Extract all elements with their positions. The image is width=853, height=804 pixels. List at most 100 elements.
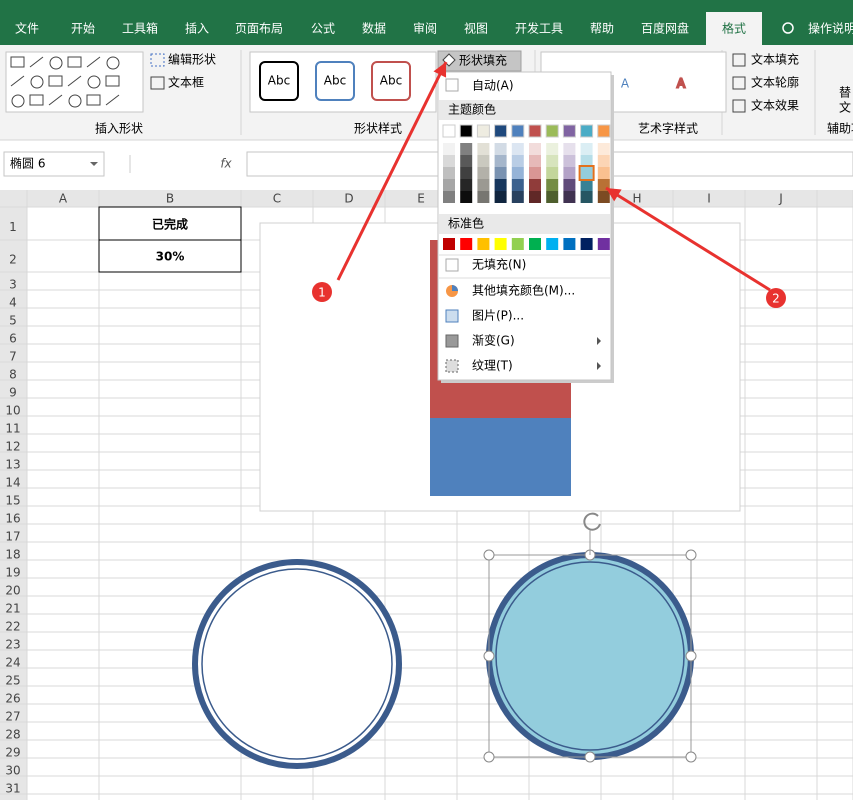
- color-swatch: [477, 238, 490, 250]
- picture-icon: [445, 309, 459, 323]
- color-swatch: [476, 124, 490, 138]
- row-header[interactable]: 7: [9, 350, 17, 364]
- row-header[interactable]: 6: [9, 332, 17, 346]
- style-sample-text[interactable]: Abc: [380, 74, 402, 88]
- wordart-button[interactable]: 文本轮廓: [751, 75, 799, 90]
- color-swatch: [443, 179, 455, 191]
- text-box-button[interactable]: 文本框: [168, 75, 204, 90]
- column-header[interactable]: B: [166, 192, 174, 206]
- row-header[interactable]: 19: [5, 566, 20, 580]
- tell-me[interactable]: 操作说明: [808, 21, 853, 36]
- row-header[interactable]: 30: [5, 764, 20, 778]
- color-swatch: [546, 143, 559, 155]
- row-header[interactable]: 15: [5, 494, 20, 508]
- ribbon-tab[interactable]: 百度网盘: [641, 21, 689, 36]
- row-header[interactable]: 9: [9, 386, 17, 400]
- ribbon-tab[interactable]: 文件: [15, 21, 39, 36]
- edit-shape-button[interactable]: 编辑形状: [168, 52, 216, 67]
- row-header[interactable]: 8: [9, 368, 17, 382]
- resize-handle[interactable]: [685, 751, 697, 763]
- color-swatch: [442, 124, 456, 138]
- resize-handle[interactable]: [483, 650, 495, 662]
- row-header[interactable]: 27: [5, 710, 20, 724]
- row-header[interactable]: 31: [5, 782, 20, 796]
- color-swatch: [459, 124, 473, 138]
- resize-handle[interactable]: [685, 650, 697, 662]
- menu-item[interactable]: 其他填充颜色(M)...: [472, 283, 575, 298]
- row-header[interactable]: 10: [5, 404, 20, 418]
- resize-handle[interactable]: [483, 751, 495, 763]
- menu-item[interactable]: 图片(P)...: [472, 309, 524, 323]
- column-header[interactable]: H: [632, 192, 641, 206]
- row-header[interactable]: 26: [5, 692, 20, 706]
- row-header[interactable]: 25: [5, 674, 20, 688]
- row-header[interactable]: 23: [5, 638, 20, 652]
- wordart-button[interactable]: 文本填充: [751, 52, 799, 67]
- group-label: 艺术字样式: [638, 121, 698, 136]
- style-sample-text[interactable]: Abc: [324, 74, 346, 88]
- ribbon-tab[interactable]: 页面布局: [235, 22, 283, 36]
- color-swatch: [597, 155, 610, 167]
- row-header[interactable]: 16: [5, 512, 20, 526]
- row-header[interactable]: 21: [5, 602, 20, 616]
- ribbon-tab[interactable]: 工具箱: [122, 21, 158, 36]
- row-header[interactable]: 11: [5, 422, 20, 436]
- column-header[interactable]: A: [59, 192, 68, 206]
- row-header[interactable]: 12: [5, 440, 20, 454]
- ribbon-tab[interactable]: 视图: [464, 21, 488, 36]
- alt-text-button[interactable]: 文: [839, 100, 851, 115]
- menu-item[interactable]: 渐变(G): [472, 333, 515, 348]
- resize-handle[interactable]: [685, 549, 697, 561]
- color-swatch: [494, 124, 508, 138]
- shape-icon: [105, 75, 120, 87]
- row-header[interactable]: 4: [9, 296, 17, 310]
- row-header[interactable]: 22: [5, 620, 20, 634]
- ribbon-tab[interactable]: 数据: [362, 21, 386, 36]
- row-header[interactable]: 20: [5, 584, 20, 598]
- ribbon-tab[interactable]: 公式: [311, 22, 335, 36]
- row-header[interactable]: 24: [5, 656, 20, 670]
- column-header-bar: [0, 190, 853, 207]
- ribbon-tab[interactable]: 审阅: [413, 21, 437, 36]
- menu-item[interactable]: 纹理(T): [472, 359, 513, 373]
- row-header[interactable]: 5: [9, 314, 17, 328]
- color-swatch: [563, 179, 576, 191]
- resize-handle[interactable]: [584, 751, 596, 763]
- color-swatch: [597, 124, 611, 138]
- column-header[interactable]: E: [417, 192, 425, 206]
- row-header[interactable]: 13: [5, 458, 20, 472]
- row-header[interactable]: 28: [5, 728, 20, 742]
- shape-fill-button[interactable]: 形状填充: [459, 53, 507, 68]
- column-header[interactable]: D: [344, 192, 353, 206]
- row-header[interactable]: 14: [5, 476, 20, 490]
- wordart-sample[interactable]: A: [676, 76, 687, 92]
- menu-item[interactable]: 无填充(N): [472, 257, 526, 272]
- wordart-button[interactable]: 文本效果: [751, 98, 799, 113]
- menu-header-text: 主题颜色: [448, 102, 496, 117]
- row-header[interactable]: 18: [5, 548, 20, 562]
- ribbon-tab[interactable]: 插入: [185, 22, 209, 36]
- menu-item[interactable]: 自动(A): [472, 79, 514, 93]
- style-sample-text[interactable]: Abc: [268, 74, 290, 88]
- row-header[interactable]: 29: [5, 746, 20, 760]
- row-header[interactable]: 17: [5, 530, 20, 544]
- resize-handle[interactable]: [483, 549, 495, 561]
- ribbon-tab[interactable]: 开始: [71, 22, 95, 36]
- ribbon-tab[interactable]: 帮助: [590, 22, 614, 36]
- column-header[interactable]: C: [273, 192, 281, 206]
- color-swatch: [529, 238, 541, 250]
- row-header[interactable]: 1: [9, 220, 17, 234]
- rotate-handle[interactable]: [583, 512, 601, 531]
- row-header[interactable]: 2: [9, 253, 17, 267]
- wordart-sample[interactable]: A: [621, 77, 630, 91]
- ribbon-tab[interactable]: 格式: [722, 21, 746, 36]
- alt-text-button[interactable]: 替: [839, 86, 851, 100]
- name-box-text[interactable]: 椭圆 6: [10, 156, 45, 171]
- column-header[interactable]: J: [778, 192, 783, 206]
- color-wheel-icon: [452, 285, 458, 291]
- color-swatch: [597, 238, 610, 250]
- row-header[interactable]: 3: [9, 278, 17, 292]
- ribbon-tab[interactable]: 开发工具: [515, 21, 563, 36]
- column-header[interactable]: I: [707, 192, 711, 206]
